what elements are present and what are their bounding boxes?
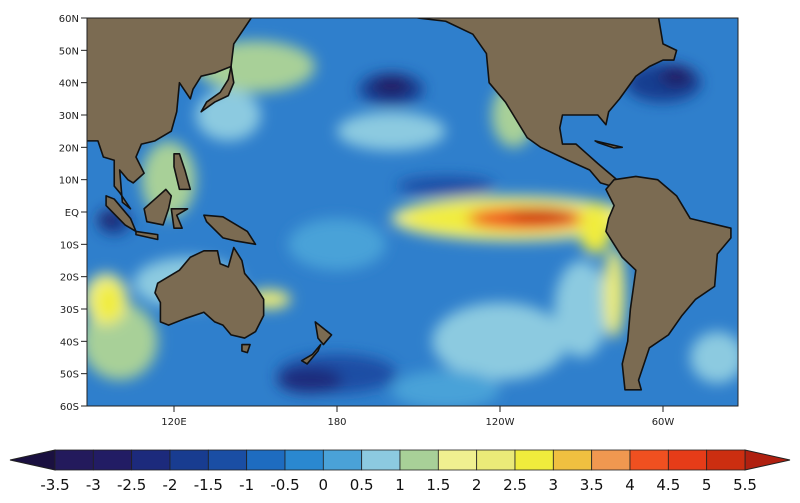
lon-tick-label: 60W bbox=[652, 417, 675, 428]
anomaly-region bbox=[690, 331, 738, 384]
colorbar-label: 2.5 bbox=[503, 476, 527, 494]
anomaly-region bbox=[277, 367, 343, 394]
anomaly-region bbox=[578, 202, 612, 255]
land-tasmania bbox=[241, 343, 251, 354]
lat-tick-label: 10N bbox=[59, 176, 79, 187]
lat-tick-label: 40N bbox=[59, 79, 79, 90]
lat-tick-label: 60S bbox=[60, 402, 79, 413]
lat-tick-label: 10S bbox=[60, 240, 79, 251]
colorbar-label: 2 bbox=[472, 476, 482, 494]
colorbar-swatch bbox=[399, 449, 439, 471]
anomaly-region bbox=[195, 89, 261, 141]
colorbar-label: 4.5 bbox=[656, 476, 680, 494]
lat-tick-label: 50N bbox=[59, 46, 79, 57]
anomaly-region bbox=[554, 260, 609, 358]
lat-tick-label: 20N bbox=[59, 143, 79, 154]
colorbar-high-arrow bbox=[744, 449, 791, 471]
colorbar-swatch bbox=[131, 449, 171, 471]
colorbar-label: -2.5 bbox=[117, 476, 146, 494]
colorbar-low-arrow bbox=[9, 449, 56, 471]
land-cuba bbox=[594, 140, 624, 149]
colorbar-swatch bbox=[476, 449, 516, 471]
colorbar-swatch bbox=[169, 449, 209, 471]
land-java bbox=[135, 230, 159, 241]
landmasses bbox=[87, 18, 732, 391]
colorbar-label: 3 bbox=[549, 476, 559, 494]
lon-tick-label: 120E bbox=[161, 417, 186, 428]
colorbar-label: 0 bbox=[319, 476, 329, 494]
lat-tick-label: 30S bbox=[60, 305, 79, 316]
colorbar-label: -0.5 bbox=[270, 476, 299, 494]
colorbar-label: -1 bbox=[239, 476, 254, 494]
colorbar: -3.5 -3 -2.5 -2 -1.5 -1 -0.5 0 0.5 1 1.5 2 2.5 3 3.5 4 4… bbox=[9, 449, 791, 494]
colorbar-label: -1.5 bbox=[194, 476, 223, 494]
colorbar-label: -2 bbox=[163, 476, 178, 494]
lat-tick-label: 30N bbox=[59, 111, 79, 122]
land-philippines bbox=[173, 153, 192, 191]
land-north-america bbox=[413, 18, 678, 187]
land-sulawesi bbox=[170, 207, 189, 229]
colorbar-label: 5.5 bbox=[733, 476, 757, 494]
colorbar-swatch bbox=[667, 449, 708, 471]
colorbar-label: 1 bbox=[395, 476, 405, 494]
colorbar-swatch bbox=[322, 449, 363, 471]
anomaly-region bbox=[372, 76, 411, 96]
longitude-axis: 120E 180 120W 60W bbox=[161, 406, 674, 428]
anomaly-region bbox=[603, 247, 625, 339]
anomaly-region bbox=[508, 207, 574, 224]
colorbar-swatch bbox=[437, 449, 478, 471]
colorbar-swatch bbox=[591, 449, 631, 471]
lat-tick-label: EQ bbox=[65, 208, 79, 219]
lat-tick-label: 50S bbox=[60, 370, 79, 381]
colorbar-swatch bbox=[92, 449, 133, 471]
land-australia bbox=[154, 246, 265, 339]
colorbar-label: 1.5 bbox=[426, 476, 450, 494]
lat-tick-label: 60N bbox=[59, 14, 79, 25]
land-borneo bbox=[143, 188, 173, 226]
land-new-guinea bbox=[203, 214, 257, 246]
anomaly-region bbox=[660, 66, 693, 86]
colorbar-label: 3.5 bbox=[580, 476, 604, 494]
land-asia bbox=[87, 18, 253, 210]
colorbar-label: 0.5 bbox=[350, 476, 374, 494]
colorbar-swatch bbox=[361, 449, 401, 471]
lon-tick-label: 180 bbox=[327, 417, 346, 428]
anomaly-region bbox=[396, 176, 495, 196]
land-south-america bbox=[605, 175, 732, 391]
anomaly-region bbox=[288, 218, 386, 271]
colorbar-swatch bbox=[552, 449, 593, 471]
land-japan bbox=[200, 65, 235, 113]
colorbar-swatch bbox=[54, 449, 94, 471]
colorbar-label: 4 bbox=[625, 476, 635, 494]
colorbar-swatch bbox=[246, 449, 286, 471]
colorbar-swatch bbox=[207, 449, 248, 471]
colorbar-swatch bbox=[629, 449, 669, 471]
latitude-axis: 60N 50N 40N 30N 20N 10N EQ 10S 20S 30S 40S 50S 60S bbox=[59, 14, 87, 413]
lat-tick-label: 20S bbox=[60, 273, 79, 284]
anomaly-region bbox=[337, 111, 446, 151]
anomaly-region bbox=[95, 283, 123, 322]
land-new-zealand-south bbox=[300, 343, 322, 365]
lat-tick-label: 40S bbox=[60, 337, 79, 348]
anomaly-region bbox=[391, 370, 500, 406]
colorbar-swatch bbox=[284, 449, 324, 471]
colorbar-label: 5 bbox=[702, 476, 712, 494]
lon-tick-label: 120W bbox=[486, 417, 515, 428]
anomaly-region bbox=[432, 302, 568, 381]
colorbar-swatch bbox=[514, 449, 554, 471]
land-new-zealand-north bbox=[314, 321, 333, 346]
colorbar-label: -3.5 bbox=[40, 476, 69, 494]
colorbar-swatch bbox=[706, 449, 746, 471]
anomaly-region bbox=[97, 212, 120, 225]
colorbar-label: -3 bbox=[86, 476, 101, 494]
